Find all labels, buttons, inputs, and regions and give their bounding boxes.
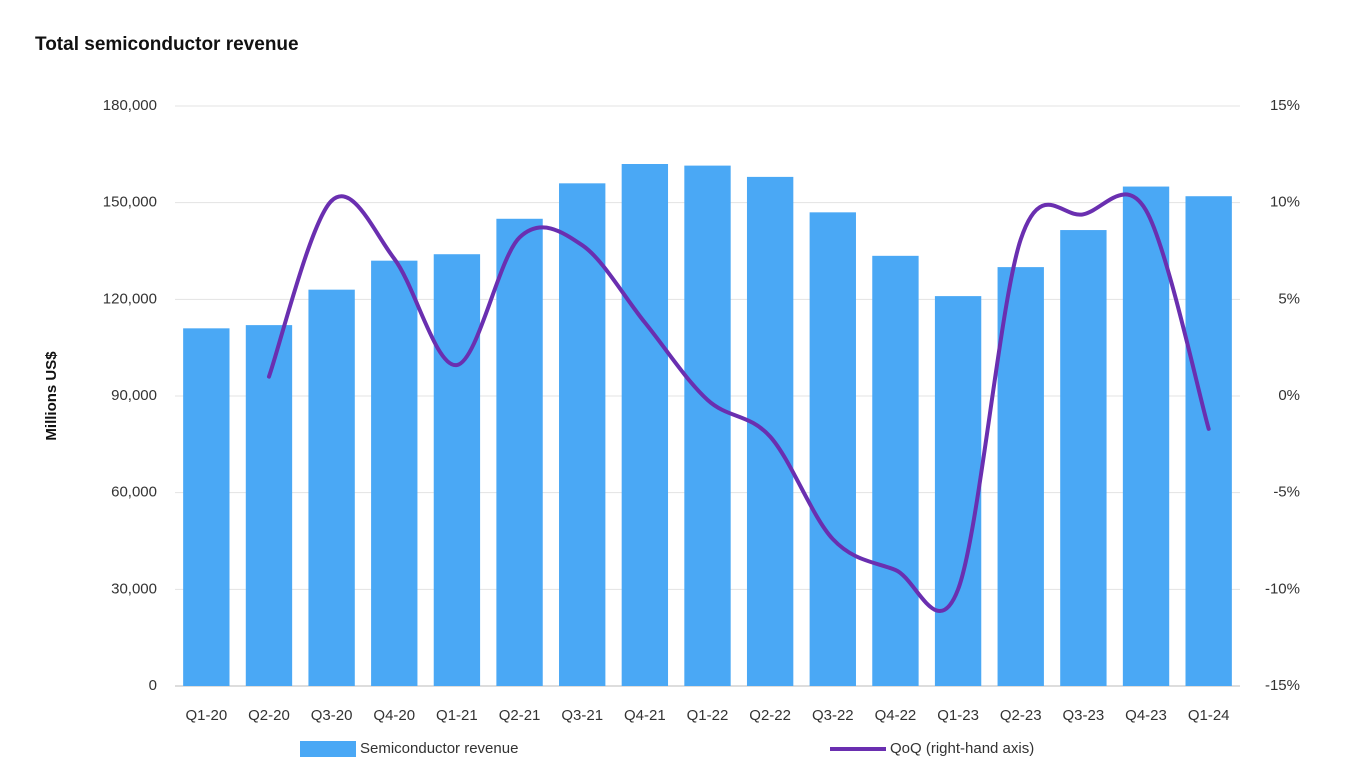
bar (496, 218, 543, 686)
x-tick-label: Q3-21 (561, 707, 603, 724)
bar (308, 289, 355, 686)
y-tick-label: 150,000 (103, 194, 157, 211)
x-tick-label: Q1-23 (937, 707, 979, 724)
y-tick-label: 30,000 (111, 580, 157, 597)
bar (621, 164, 669, 686)
x-tick-label: Q4-23 (1125, 707, 1167, 724)
bar (934, 296, 982, 686)
legend-label: QoQ (right-hand axis) (890, 740, 1034, 757)
chart-title: Total semiconductor revenue (35, 34, 299, 55)
bar (245, 325, 293, 686)
y-tick-label: 0 (149, 677, 157, 694)
y2-tick-label: 15% (1270, 97, 1300, 114)
bar (684, 165, 731, 687)
y2-tick-label: 5% (1278, 290, 1300, 307)
bar (371, 260, 418, 686)
y2-tick-label: -15% (1265, 677, 1300, 694)
y2-tick-label: 10% (1270, 194, 1300, 211)
y-tick-label: 120,000 (103, 290, 157, 307)
bar (997, 267, 1044, 686)
x-tick-label: Q1-21 (436, 707, 478, 724)
line (266, 192, 1211, 613)
x-tick-label: Q2-22 (749, 707, 791, 724)
bar (559, 183, 606, 687)
legend-swatch (300, 741, 356, 757)
y2-tick-label: 0% (1278, 387, 1300, 404)
y-tick-label: 60,000 (111, 484, 157, 501)
legend-label: Semiconductor revenue (360, 740, 518, 757)
bar (183, 328, 230, 686)
x-tick-label: Q2-21 (499, 707, 541, 724)
x-tick-label: Q1-22 (687, 707, 729, 724)
x-tick-label: Q4-20 (373, 707, 415, 724)
bar (809, 212, 856, 687)
y-axis-title: Millions US$ (43, 351, 60, 441)
y2-tick-label: -5% (1273, 484, 1300, 501)
bar (1060, 230, 1107, 687)
x-tick-label: Q3-23 (1063, 707, 1105, 724)
x-tick-label: Q4-21 (624, 707, 666, 724)
x-tick-label: Q2-20 (248, 707, 290, 724)
x-tick-label: Q3-22 (812, 707, 854, 724)
x-tick-label: Q1-24 (1188, 707, 1230, 724)
y-tick-label: 180,000 (103, 97, 157, 114)
y2-tick-label: -10% (1265, 580, 1300, 597)
x-tick-label: Q1-20 (185, 707, 227, 724)
bar (433, 254, 481, 686)
bar (1122, 186, 1170, 687)
bar (1185, 196, 1232, 686)
bar (872, 255, 919, 687)
y-tick-label: 90,000 (111, 387, 157, 404)
bar (746, 176, 794, 686)
x-tick-label: Q4-22 (875, 707, 917, 724)
x-tick-label: Q3-20 (311, 707, 353, 724)
x-tick-label: Q2-23 (1000, 707, 1042, 724)
